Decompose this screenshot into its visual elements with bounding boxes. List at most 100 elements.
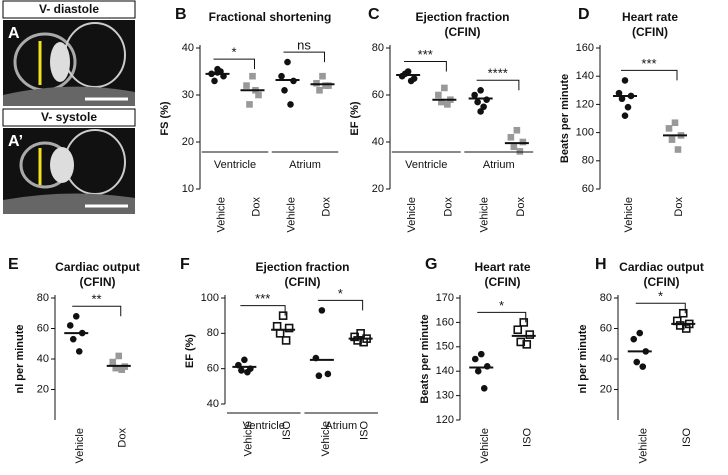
data-point [477, 350, 485, 358]
y-axis-label: EF (%) [349, 101, 361, 136]
data-point [480, 103, 487, 111]
y-tick-label: 80 [582, 155, 594, 167]
y-tick-label: 20 [37, 383, 49, 395]
significance-label: **** [488, 66, 508, 81]
chart-title: Fractional shortening [209, 10, 332, 24]
data-point [324, 370, 332, 378]
x-tick-label: Dox [250, 197, 262, 217]
data-point [681, 324, 691, 333]
y-tick-label: 160 [576, 42, 594, 54]
chart-subtitle: (CFIN) [80, 275, 116, 289]
data-point [519, 318, 529, 327]
significance-label: * [338, 286, 343, 301]
x-tick-label: Dox [442, 197, 454, 217]
x-tick-label: Dox [673, 197, 685, 217]
y-tick-label: 100 [576, 127, 594, 139]
data-point [513, 325, 523, 335]
image-title: V- systole [41, 110, 97, 124]
significance-bracket [72, 305, 122, 317]
data-point [630, 335, 638, 343]
data-point [238, 367, 245, 374]
data-point [281, 336, 291, 345]
data-point [513, 126, 521, 134]
significance-label: *** [255, 291, 270, 306]
data-point [272, 321, 282, 331]
data-point [477, 87, 484, 94]
data-point [507, 134, 515, 141]
data-point [244, 368, 251, 376]
data-point [243, 82, 250, 89]
data-point [112, 364, 120, 372]
image-title-box [2, 108, 136, 127]
y-tick-label: 40 [207, 398, 219, 410]
significance-bracket [404, 61, 447, 72]
significance-bracket [317, 299, 364, 311]
data-point [621, 77, 629, 84]
chart-title: Cardiac output [619, 260, 704, 274]
x-tick-label: Vehicle [285, 197, 297, 232]
panel-label: A [8, 25, 20, 42]
chart-title: Cardiac output [55, 260, 140, 274]
x-tick-label: ISO [681, 428, 693, 447]
data-point [474, 98, 481, 106]
data-point [401, 70, 409, 78]
significance-label: *** [418, 47, 433, 62]
significance-bracket [621, 69, 678, 81]
y-tick-label: 60 [582, 183, 594, 195]
significance-label: *** [641, 56, 656, 71]
group-label: Atrium [483, 159, 515, 171]
x-tick-label: Dox [320, 197, 332, 217]
data-point [322, 82, 329, 89]
y-tick-label: 20 [182, 136, 194, 148]
y-tick-label: 60 [372, 89, 384, 101]
data-point [636, 329, 644, 337]
panel-label: F [180, 256, 190, 273]
panel-label: H [595, 256, 607, 273]
data-point [246, 101, 253, 108]
panel-label: C [368, 6, 380, 23]
panel-label: B [175, 6, 187, 23]
x-tick-label: ISO [522, 428, 534, 447]
chart-title: Ejection fraction [255, 260, 349, 274]
data-point [668, 136, 676, 143]
y-tick-label: 60 [600, 322, 612, 334]
y-tick-label: 40 [600, 353, 612, 365]
data-point [441, 84, 448, 92]
data-point [72, 313, 80, 320]
data-point [287, 101, 294, 108]
chart-subtitle: (CFIN) [285, 275, 321, 289]
data-point [241, 356, 248, 364]
y-tick-label: 140 [576, 70, 594, 82]
data-point [633, 358, 641, 366]
image-title: V- diastole [39, 2, 99, 16]
heart-wall [50, 147, 74, 183]
x-tick-label: Vehicle [320, 421, 332, 456]
y-tick-label: 80 [372, 42, 384, 54]
data-point [522, 340, 532, 349]
group-label: Atrium [289, 159, 321, 171]
significance-label: ** [91, 292, 101, 307]
x-tick-label: Vehicle [638, 428, 650, 463]
x-tick-label: ISO [359, 421, 371, 440]
data-point [69, 335, 77, 343]
tissue [3, 193, 135, 214]
data-point [319, 72, 326, 80]
data-point [525, 330, 535, 339]
significance-bracket [477, 311, 527, 323]
significance-label: * [499, 298, 504, 313]
data-point [435, 91, 442, 99]
significance-bracket [635, 302, 686, 314]
data-point [477, 108, 484, 115]
heart-wall [50, 42, 70, 82]
data-point [621, 112, 629, 119]
y-tick-label: 20 [600, 383, 612, 395]
data-point [316, 87, 323, 94]
data-point [278, 72, 285, 80]
y-tick-label: 160 [436, 316, 454, 328]
data-point [249, 72, 256, 80]
significance-bracket [476, 79, 520, 91]
x-tick-label: Vehicle [74, 428, 86, 463]
significance-label: ns [297, 38, 311, 53]
data-point [671, 119, 679, 127]
image-title-box [2, 0, 136, 19]
